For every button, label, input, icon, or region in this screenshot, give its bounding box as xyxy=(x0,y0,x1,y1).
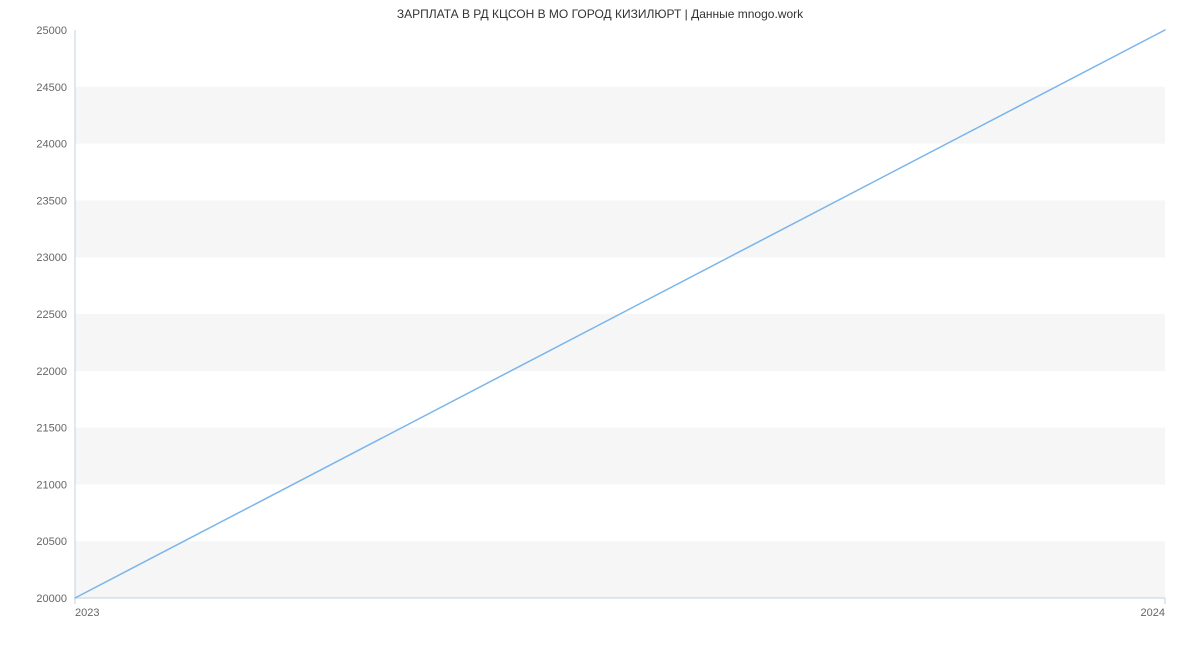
y-tick-label: 20000 xyxy=(36,593,67,605)
x-tick-label: 2023 xyxy=(75,607,99,619)
y-tick-label: 21500 xyxy=(36,423,67,435)
y-tick-label: 24000 xyxy=(36,139,67,151)
y-tick-label: 21000 xyxy=(36,479,67,491)
chart-container: 20000 20500 21000 21500 22000 22500 23000 23500… xyxy=(0,0,1200,650)
line-chart: 20000 20500 21000 21500 22000 22500 23000 23500… xyxy=(0,0,1200,650)
y-tick-label: 22000 xyxy=(36,366,67,378)
y-tick-label: 20500 xyxy=(36,536,67,548)
y-tick-label: 25000 xyxy=(36,25,67,37)
chart-title: ЗАРПЛАТА В РД КЦСОН В МО ГОРОД КИЗИЛЮРТ … xyxy=(397,7,804,21)
y-tick-label: 23000 xyxy=(36,252,67,264)
y-tick-label: 23500 xyxy=(36,195,67,207)
x-tick-label: 2024 xyxy=(1141,607,1165,619)
y-tick-label: 22500 xyxy=(36,309,67,321)
y-tick-label: 24500 xyxy=(36,82,67,94)
